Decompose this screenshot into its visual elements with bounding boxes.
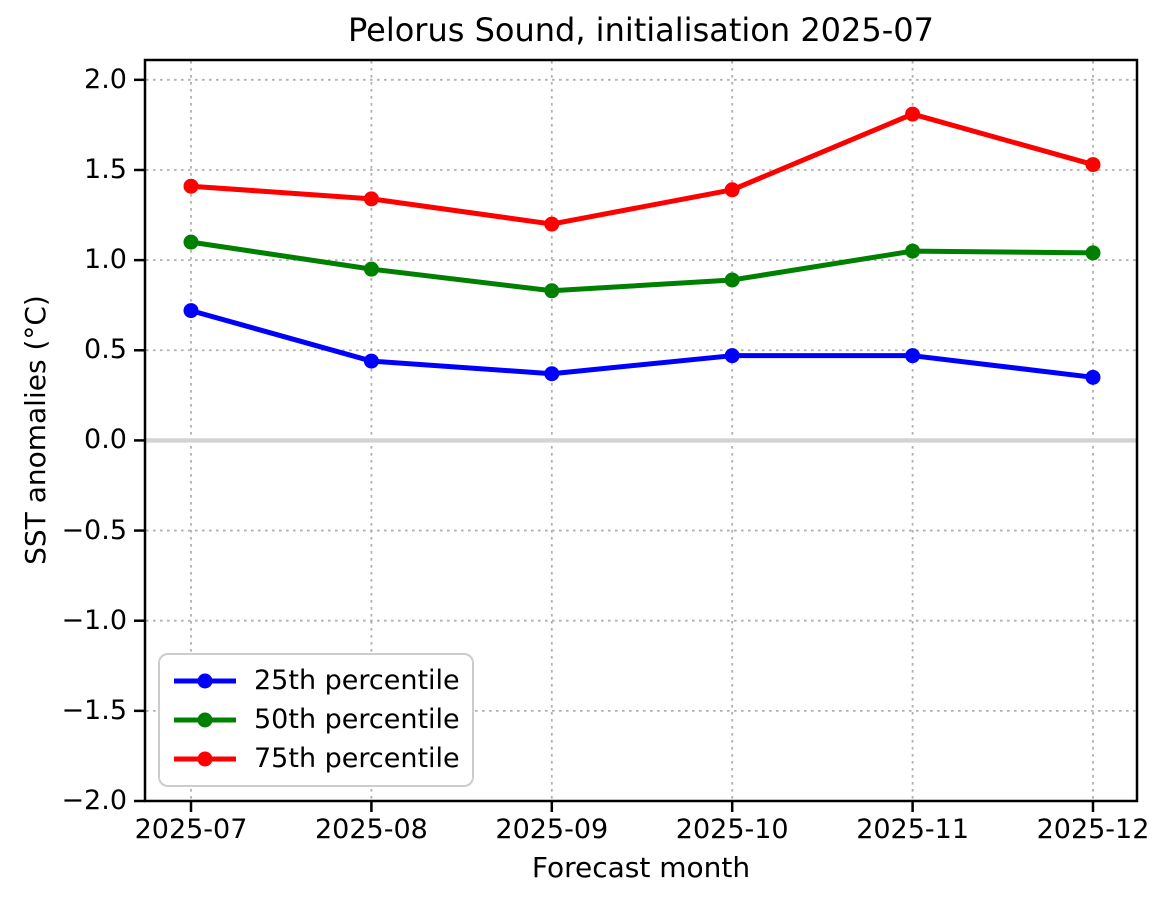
legend-line-sample-icon — [174, 751, 236, 767]
y-tick-label: −1.5 — [61, 694, 127, 726]
y-tick-label: 2.0 — [84, 63, 127, 95]
legend-label: 75th percentile — [254, 743, 460, 775]
x-tick-label: 2025-12 — [1036, 814, 1150, 845]
y-tick-label: 0.0 — [84, 424, 127, 456]
legend-item-75th-percentile: 75th percentile — [174, 742, 460, 776]
x-tick-label: 2025-07 — [134, 814, 248, 845]
y-tick-label: −1.0 — [61, 604, 127, 636]
legend-item-50th-percentile: 50th percentile — [174, 703, 460, 737]
legend: 25th percentile 50th percentile 75th per… — [158, 653, 474, 787]
legend-label: 50th percentile — [254, 703, 460, 735]
series-50th-percentile — [183, 234, 1101, 299]
x-axis-label: Forecast month — [531, 851, 751, 884]
x-tick-label: 2025-08 — [314, 814, 428, 845]
legend-label: 25th percentile — [254, 664, 460, 696]
y-axis-label: SST anomalies (°C) — [19, 295, 52, 565]
y-tick-label: −2.0 — [61, 785, 127, 816]
x-tick-label: 2025-11 — [856, 814, 969, 845]
y-tick-label: −0.5 — [61, 514, 127, 546]
legend-line-sample-icon — [174, 712, 236, 728]
y-tick-label: 1.5 — [84, 153, 127, 185]
x-tick-label: 2025-10 — [675, 814, 789, 845]
y-tick-label: 1.0 — [84, 244, 127, 276]
chart-title: Pelorus Sound, initialisation 2025-07 — [347, 11, 935, 49]
legend-line-sample-icon — [174, 673, 236, 689]
x-tick-label: 2025-09 — [495, 814, 609, 845]
axes-border — [143, 58, 1139, 803]
tick-marks — [134, 78, 1095, 812]
legend-item-25th-percentile: 25th percentile — [174, 664, 460, 698]
series-75th-percentile — [183, 106, 1101, 232]
series-25th-percentile — [183, 303, 1101, 385]
y-tick-label: 0.5 — [84, 334, 127, 366]
